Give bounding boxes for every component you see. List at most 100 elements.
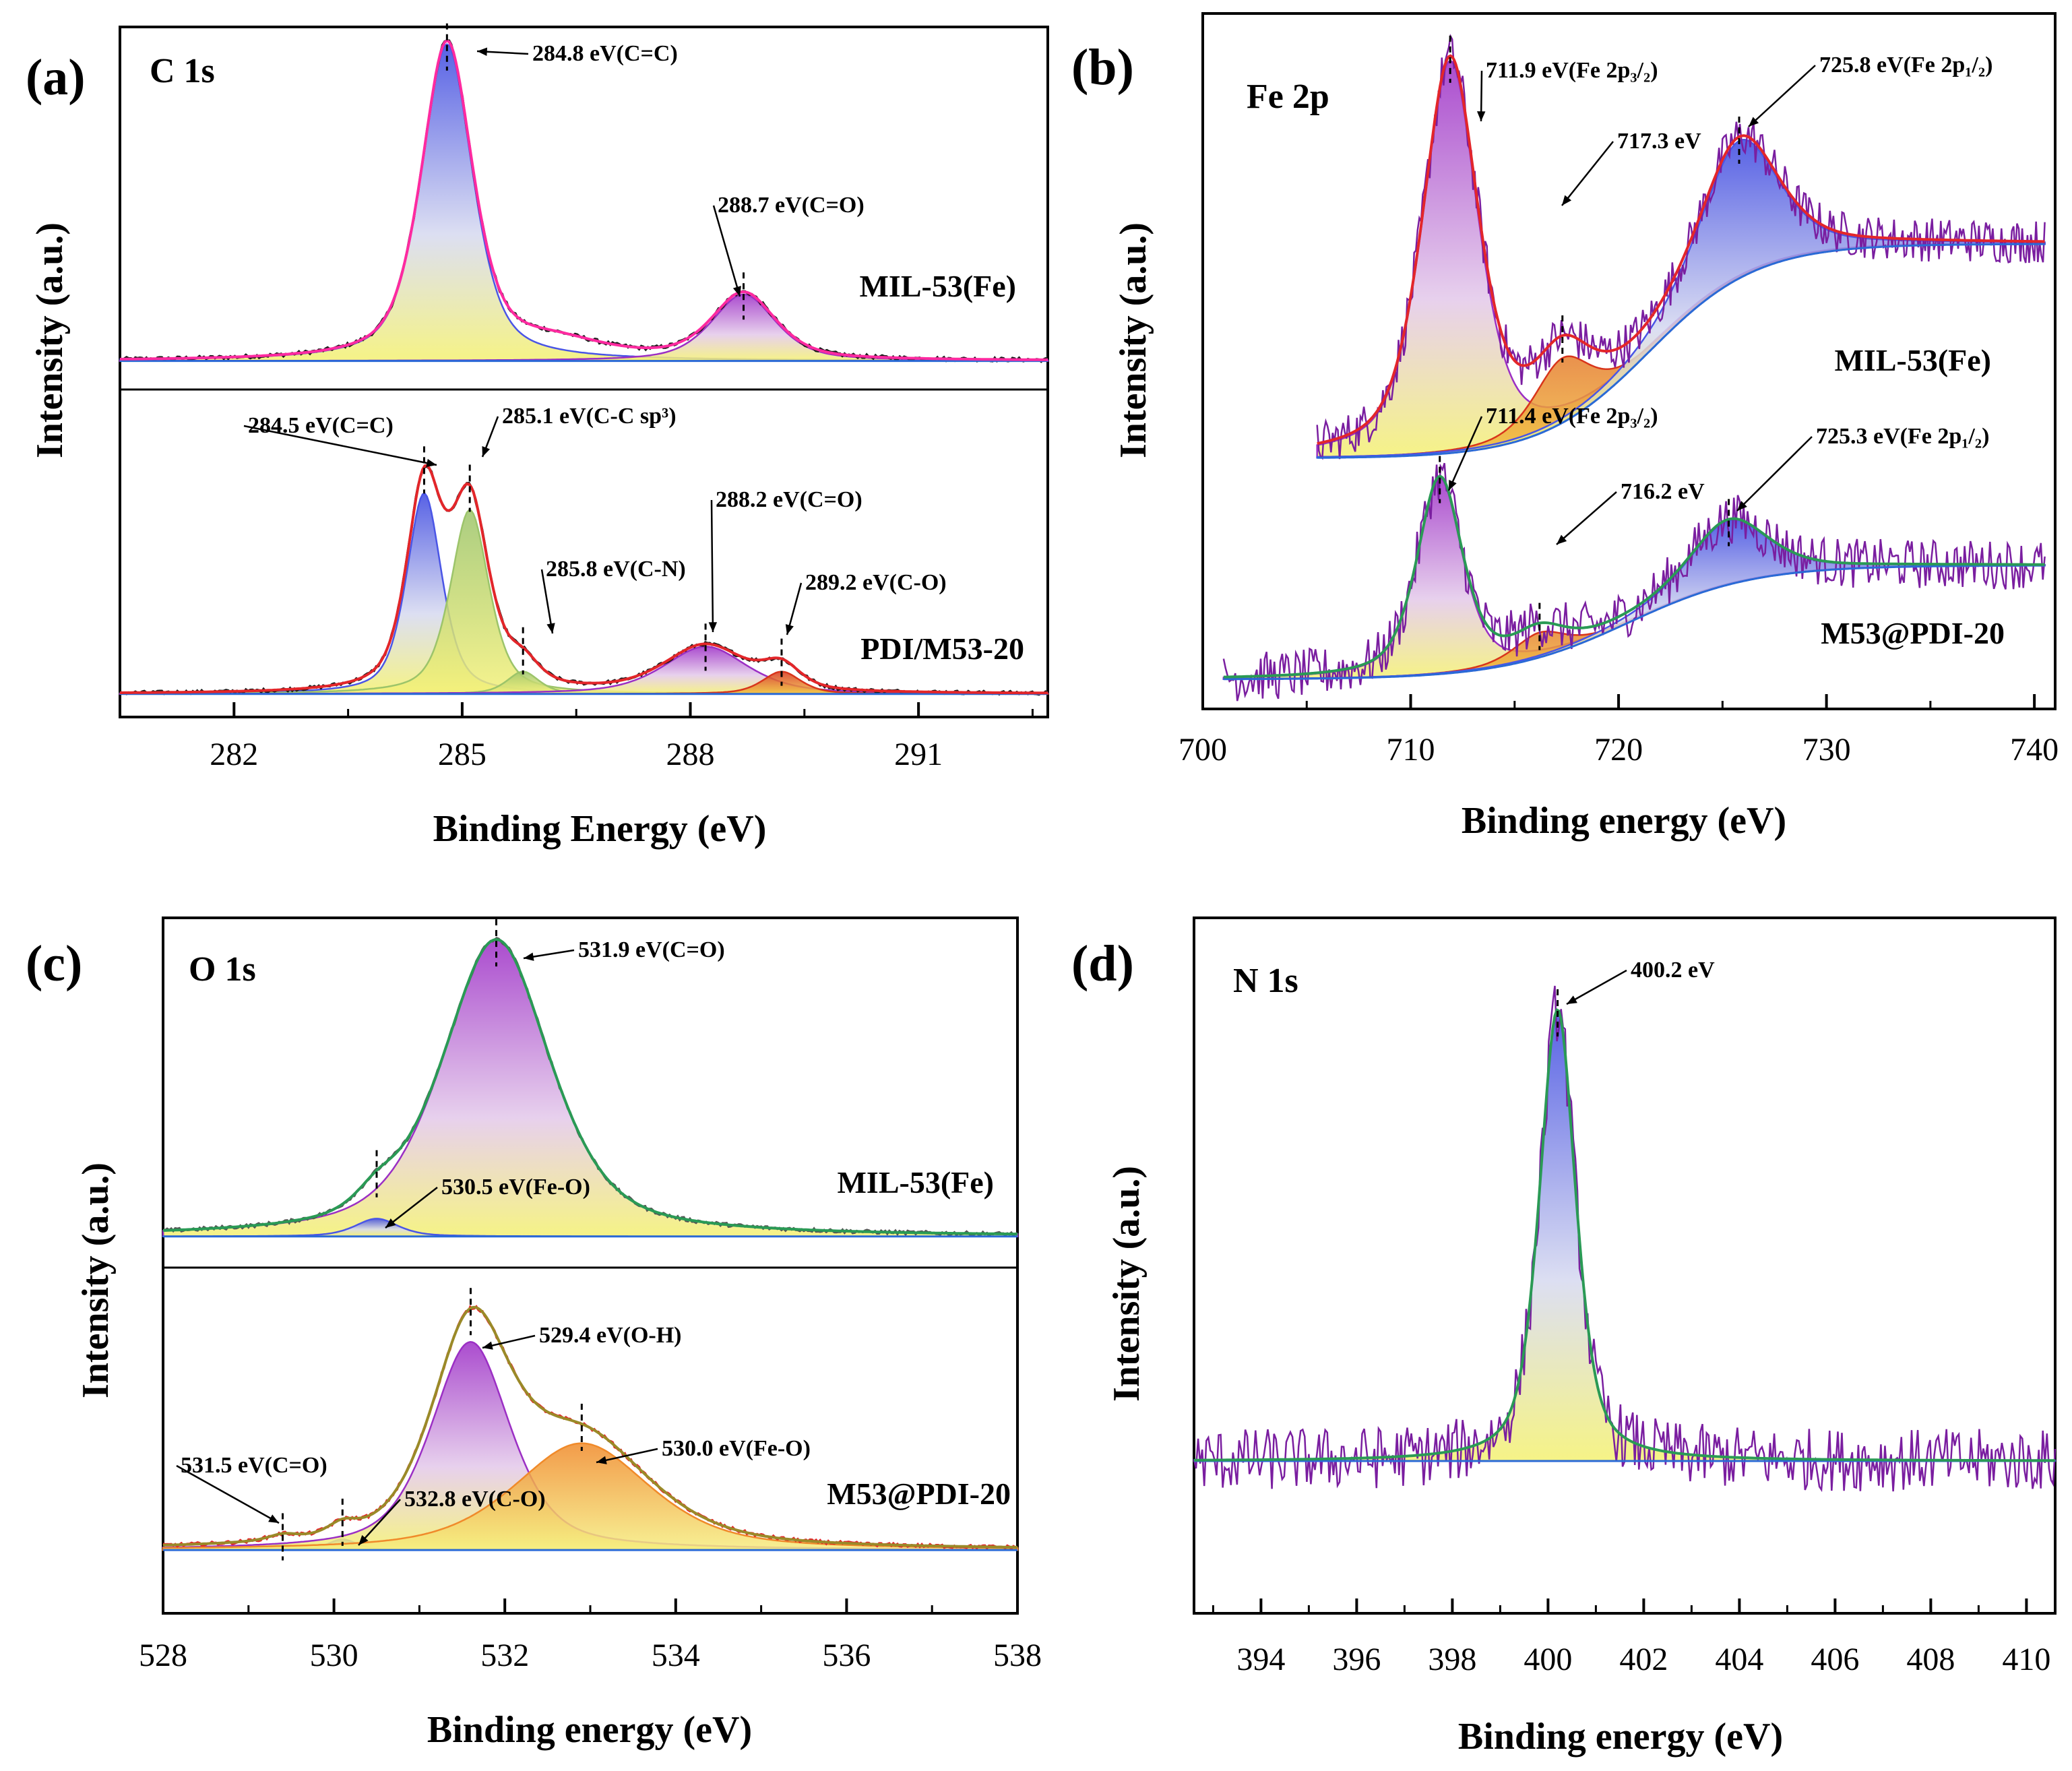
x-tick-label: 530 bbox=[310, 1638, 358, 1673]
envelope-fit-line bbox=[162, 1305, 1017, 1549]
x-tick-label: 285 bbox=[438, 737, 486, 772]
peak-annotation: 285.8 eV(C-N) bbox=[546, 557, 686, 582]
annotation-arrow bbox=[358, 1499, 401, 1546]
component-peak bbox=[1316, 59, 2046, 459]
spectrum-mil-53-fe-: MIL-53(Fe) 284.8 eV(C=C) 288.7 eV(C=O) bbox=[119, 23, 1049, 363]
background-line bbox=[1223, 564, 2045, 681]
annotation-arrowhead bbox=[1557, 534, 1567, 545]
peak-annotation: 725.3 eV(Fe 2p₁/₂) bbox=[1816, 424, 1989, 449]
annotation-arrowhead bbox=[1562, 195, 1572, 206]
element-label: C 1s bbox=[150, 52, 215, 90]
background-line bbox=[1317, 243, 2045, 459]
peak-annotation: 289.2 eV(C-O) bbox=[805, 570, 947, 595]
panel-d-n1s: (d) Intensity (a.u.) Binding energy (eV)… bbox=[1071, 916, 2057, 1758]
annotation-arrow bbox=[176, 1464, 280, 1524]
peak-annotation: 531.5 eV(C=O) bbox=[181, 1453, 327, 1478]
envelope-fit-line bbox=[162, 938, 1018, 1236]
annotation-arrowhead bbox=[1449, 480, 1457, 491]
envelope-fit-line bbox=[120, 38, 1048, 361]
annotation-arrowhead bbox=[358, 1534, 369, 1545]
panel-a-c1s: (a) Intensity (a.u.) Binding Energy (eV)… bbox=[26, 23, 1049, 850]
annotation-arrowhead bbox=[1749, 117, 1759, 127]
x-tick-label: 394 bbox=[1236, 1642, 1285, 1677]
annotation-arrow bbox=[712, 205, 741, 297]
envelope-fit-line bbox=[120, 464, 1048, 695]
x-tick-label: 402 bbox=[1619, 1642, 1668, 1677]
sample-label: M53@PDI-20 bbox=[827, 1477, 1011, 1511]
x-tick-label: 700 bbox=[1179, 732, 1227, 768]
annotation-arrow bbox=[385, 1187, 438, 1229]
x-axis-title: Binding energy (eV) bbox=[1458, 1716, 1783, 1758]
element-label: O 1s bbox=[189, 950, 256, 989]
sample-label: MIL-53(Fe) bbox=[1835, 343, 1991, 377]
annotation-arrowhead bbox=[708, 622, 718, 632]
x-tick-label: 400 bbox=[1524, 1642, 1572, 1677]
annotation-arrowhead bbox=[596, 1456, 607, 1464]
x-tick-label: 282 bbox=[210, 737, 258, 772]
annotation-arrowhead bbox=[1476, 111, 1486, 121]
annotation-arrowhead bbox=[482, 446, 491, 457]
panel-label: (a) bbox=[26, 49, 86, 106]
peak-annotation: 284.5 eV(C=C) bbox=[248, 413, 394, 438]
y-axis-title: Intensity (a.u.) bbox=[1106, 1166, 1148, 1402]
y-axis-title: Intensity (a.u.) bbox=[1112, 222, 1154, 458]
element-label: N 1s bbox=[1233, 962, 1298, 1000]
sample-label: MIL-53(Fe) bbox=[860, 269, 1016, 303]
peak-annotation: 717.3 eV bbox=[1617, 129, 1701, 154]
envelope-fit-line bbox=[1194, 1007, 2055, 1462]
spectrum-pdi-m53-20: PDI/M53-20 284.5 eV(C=C) 285.1 eV(C-C sp³)… bbox=[119, 404, 1049, 696]
annotation-arrow bbox=[1566, 969, 1627, 1005]
x-tick-label: 710 bbox=[1387, 732, 1435, 768]
annotation-arrow bbox=[1561, 141, 1614, 206]
component-peak bbox=[119, 293, 1049, 362]
peak-annotation: 284.8 eV(C=C) bbox=[532, 41, 678, 66]
component-peak bbox=[1193, 1008, 2057, 1462]
raw-data-line bbox=[119, 39, 1048, 363]
annotation-arrow bbox=[1736, 436, 1813, 511]
annotation-arrowhead bbox=[482, 1341, 493, 1350]
peak-annotation: 400.2 eV bbox=[1631, 958, 1715, 983]
component-peak bbox=[119, 509, 1049, 695]
y-axis-title: Intensity (a.u.) bbox=[75, 1162, 117, 1398]
x-tick-label: 408 bbox=[1906, 1642, 1955, 1677]
peak-annotation: 288.7 eV(C=O) bbox=[718, 193, 865, 218]
annotation-arrow bbox=[1556, 491, 1617, 545]
peak-annotation: 530.5 eV(Fe-O) bbox=[441, 1175, 590, 1200]
element-label: Fe 2p bbox=[1247, 77, 1329, 116]
x-tick-label: 740 bbox=[2010, 732, 2059, 768]
panel-b-fe2p: (b) Intensity (a.u.) Binding energy (eV)… bbox=[1071, 12, 2059, 842]
panel-label: (b) bbox=[1071, 39, 1134, 96]
x-tick-label: 291 bbox=[894, 737, 943, 772]
x-tick-label: 538 bbox=[993, 1638, 1042, 1673]
annotation-arrow bbox=[243, 425, 437, 466]
x-tick-label: 532 bbox=[480, 1638, 529, 1673]
plot-frame bbox=[1201, 12, 2057, 710]
panel-c-o1s: (c) Intensity (a.u.) Binding energy (eV)… bbox=[26, 916, 1042, 1751]
peak-annotation: 529.4 eV(O-H) bbox=[539, 1323, 682, 1348]
raw-data-line bbox=[1222, 462, 2046, 702]
annotation-arrowhead bbox=[785, 624, 794, 635]
annotation-arrowhead bbox=[1737, 501, 1747, 511]
spectrum-n-1s: 400.2 eV bbox=[1193, 958, 2057, 1493]
x-tick-label: 406 bbox=[1811, 1642, 1859, 1677]
panel-label: (c) bbox=[26, 935, 82, 992]
y-axis-title: Intensity (a.u.) bbox=[29, 222, 71, 458]
envelope-fit-line bbox=[1317, 54, 2045, 445]
annotation-arrow bbox=[596, 1448, 658, 1464]
annotation-arrow bbox=[710, 499, 714, 633]
x-tick-label: 288 bbox=[666, 737, 715, 772]
component-peak bbox=[119, 43, 1049, 362]
x-axis-title: Binding Energy (eV) bbox=[433, 808, 767, 850]
x-tick-label: 396 bbox=[1332, 1642, 1381, 1677]
annotation-arrowhead bbox=[385, 1218, 396, 1228]
annotation-arrowhead bbox=[524, 952, 534, 961]
annotation-arrowhead bbox=[1567, 995, 1577, 1004]
peak-annotation: 532.8 eV(C-O) bbox=[404, 1487, 546, 1512]
annotation-arrowhead bbox=[426, 458, 437, 468]
x-axis-title: Binding energy (eV) bbox=[1462, 800, 1786, 842]
x-axis-title: Binding energy (eV) bbox=[427, 1709, 752, 1751]
spectrum-m53-pdi-20: M53@PDI-20 529.4 eV(O-H) 530.0 eV(Fe-O) 531… bbox=[162, 1288, 1019, 1561]
spectrum-mil-53-fe-: MIL-53(Fe) 531.9 eV(C=O) 530.5 eV(Fe-O) bbox=[162, 919, 1019, 1238]
annotation-arrowhead bbox=[546, 623, 555, 633]
